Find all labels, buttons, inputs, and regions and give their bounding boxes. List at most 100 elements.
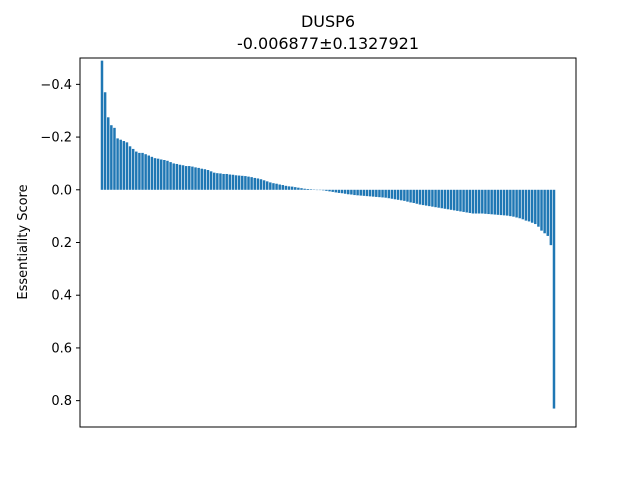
bar [278,184,281,190]
bar [362,189,366,196]
bar [212,172,216,190]
bar [350,189,353,195]
bar [524,189,528,221]
bar [337,189,341,193]
bar [297,187,300,190]
bar [197,167,200,190]
bar [512,189,515,217]
bar [272,183,275,190]
bar [247,176,250,190]
bar [446,189,450,210]
bar [400,189,403,201]
bar [265,181,269,190]
bar [474,189,478,214]
bar [147,155,150,190]
bar [163,160,166,190]
bar [294,187,297,190]
bar [378,189,381,198]
bar [203,169,207,190]
bar [234,175,238,190]
bar [543,189,546,234]
bar [471,189,475,214]
bar [328,189,331,192]
bar [496,189,500,215]
bar [191,166,194,190]
bar [244,176,247,190]
bar [356,189,359,196]
bar [534,189,537,225]
bar [100,60,104,190]
bar [222,173,225,190]
bar [396,189,400,200]
y-axis-label: Essentiality Score [16,184,31,299]
bar [493,189,497,215]
bar [518,189,521,219]
bar [371,189,375,197]
bar [322,189,325,191]
bar [141,152,144,190]
bar [156,158,160,190]
bar [181,165,185,190]
bar [175,163,179,190]
bar [477,189,481,214]
bar [253,177,256,190]
bar [552,189,556,409]
bar [537,189,540,227]
bar [269,182,272,190]
bar [172,163,175,190]
bar [241,175,244,190]
bar [393,189,397,200]
bar [449,189,453,210]
bar [206,170,210,190]
y-tick-label: 0.2 [51,236,72,251]
bar [343,189,347,194]
bar [122,141,126,190]
bar [456,189,459,211]
bar [440,189,444,209]
bar [153,158,157,190]
bar [306,189,309,190]
chart-subtitle: -0.006877±0.1327921 [237,34,419,53]
bar [309,189,313,190]
bar [225,173,228,190]
y-tick-label: −0.4 [40,78,72,93]
bar [284,185,288,190]
bar [119,139,122,190]
bar [237,175,241,190]
bar [353,189,356,196]
bar [424,189,428,206]
bar [412,189,415,203]
bars-group [100,60,556,409]
bar [290,186,294,190]
bar [434,189,437,208]
bar [437,189,440,208]
bar [106,117,110,190]
bar [216,173,219,190]
bar [184,166,188,190]
bar [381,189,384,198]
bar [403,189,406,201]
bar [347,189,350,195]
bar [527,189,531,222]
bar [540,189,543,231]
bar [219,173,222,190]
bar [334,189,338,193]
bar [415,189,419,204]
bar [110,125,113,190]
bar [368,189,372,197]
bar [103,92,107,190]
bar [465,189,468,213]
bar [331,189,334,192]
bar [468,189,472,213]
bar [443,189,447,209]
plot-frame [79,57,577,428]
bar [259,179,263,190]
y-tick-label: 0.6 [51,341,72,356]
bar [113,127,116,190]
bar [325,189,328,191]
bar [200,168,203,190]
bar [490,189,493,215]
bar [505,189,509,216]
bar [409,189,412,203]
bar [231,174,235,190]
